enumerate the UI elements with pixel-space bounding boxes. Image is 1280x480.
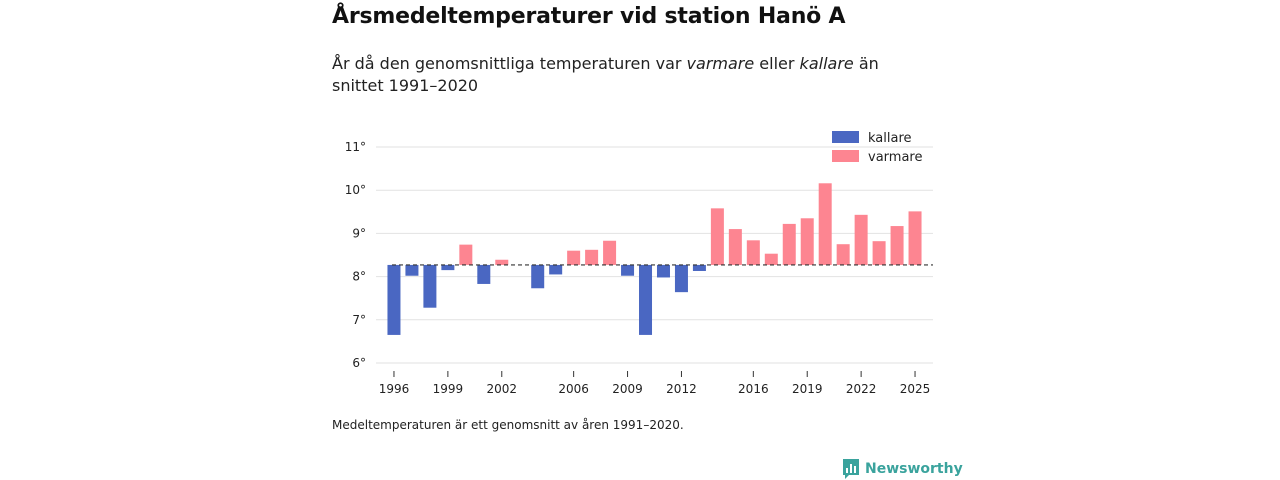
subtitle-cold-word: kallare: [799, 54, 854, 73]
bar-2023: [872, 241, 886, 265]
bar-2013: [692, 264, 706, 271]
y-tick-label-9: 9°: [352, 226, 366, 240]
bar-2005: [549, 264, 563, 275]
bar-1998: [423, 264, 437, 308]
y-tick-label-6: 6°: [352, 356, 366, 370]
bar-2001: [477, 264, 491, 284]
bar-2022: [854, 214, 868, 265]
brand-logo[interactable]: Newsworthy: [842, 458, 963, 480]
bar-2024: [890, 226, 904, 265]
legend-swatch-varmare: [832, 150, 859, 162]
x-tick-label-2012: 2012: [666, 382, 697, 396]
legend-swatch-kallare: [832, 131, 859, 143]
x-tick-label-2006: 2006: [558, 382, 589, 396]
y-tick-label-8: 8°: [352, 270, 366, 284]
bar-2021: [836, 244, 850, 265]
bar-2010: [639, 264, 653, 335]
subtitle-text-3: än snittet 1991–2020: [332, 54, 879, 95]
bar-2009: [621, 264, 635, 276]
bar-1997: [405, 264, 419, 276]
legend: kallare varmare: [832, 131, 922, 165]
bar-2017: [764, 253, 778, 265]
chart-subtitle: År då den genomsnittliga temperaturen va…: [332, 53, 932, 97]
bar-2025: [908, 211, 922, 265]
bar-2018: [782, 223, 796, 265]
footnote: Medeltemperaturen är ett genomsnitt av å…: [332, 418, 684, 432]
x-tick-label-2025: 2025: [900, 382, 931, 396]
bar-1996: [387, 264, 401, 335]
y-tick-label-10: 10°: [345, 183, 366, 197]
bar-2015: [728, 229, 742, 265]
bar-2008: [603, 240, 617, 265]
subtitle-text-2: eller: [754, 54, 800, 73]
grid-layer: [376, 146, 933, 364]
x-tick-label-2016: 2016: [738, 382, 769, 396]
axis-layer: 6° 7° 8° 9° 10° 11° 1996 1999 2002 2006 2009 2012 20…: [345, 140, 933, 396]
legend-label-varmare: varmare: [868, 150, 922, 165]
x-tick-label-1996: 1996: [379, 382, 410, 396]
bar-2012: [674, 264, 688, 293]
bar-2016: [746, 240, 760, 265]
bar-2004: [531, 264, 545, 289]
x-tick-label-1999: 1999: [433, 382, 464, 396]
bar-layer: [387, 183, 922, 335]
bar-2000: [459, 244, 473, 265]
bar-2014: [710, 208, 724, 265]
y-tick-label-11: 11°: [345, 140, 366, 154]
chart-title: Årsmedeltemperaturer vid station Hanö A: [332, 4, 846, 29]
bar-2006: [567, 250, 581, 265]
bar-2019: [800, 218, 814, 265]
y-tick-label-7: 7°: [352, 313, 366, 327]
bar-2011: [656, 264, 670, 278]
x-tick-label-2002: 2002: [487, 382, 518, 396]
bar-2002: [495, 259, 509, 265]
x-tick-label-2022: 2022: [846, 382, 877, 396]
bar-1999: [441, 264, 455, 271]
x-tick-label-2019: 2019: [792, 382, 823, 396]
newsworthy-logo-icon: [843, 459, 859, 479]
bar-2020: [818, 183, 832, 265]
brand-name: Newsworthy: [865, 461, 963, 477]
bar-2007: [585, 249, 599, 265]
legend-label-kallare: kallare: [868, 131, 912, 146]
subtitle-text-1: År då den genomsnittliga temperaturen va…: [332, 54, 687, 73]
x-tick-label-2009: 2009: [612, 382, 643, 396]
subtitle-warm-word: varmare: [686, 54, 755, 73]
